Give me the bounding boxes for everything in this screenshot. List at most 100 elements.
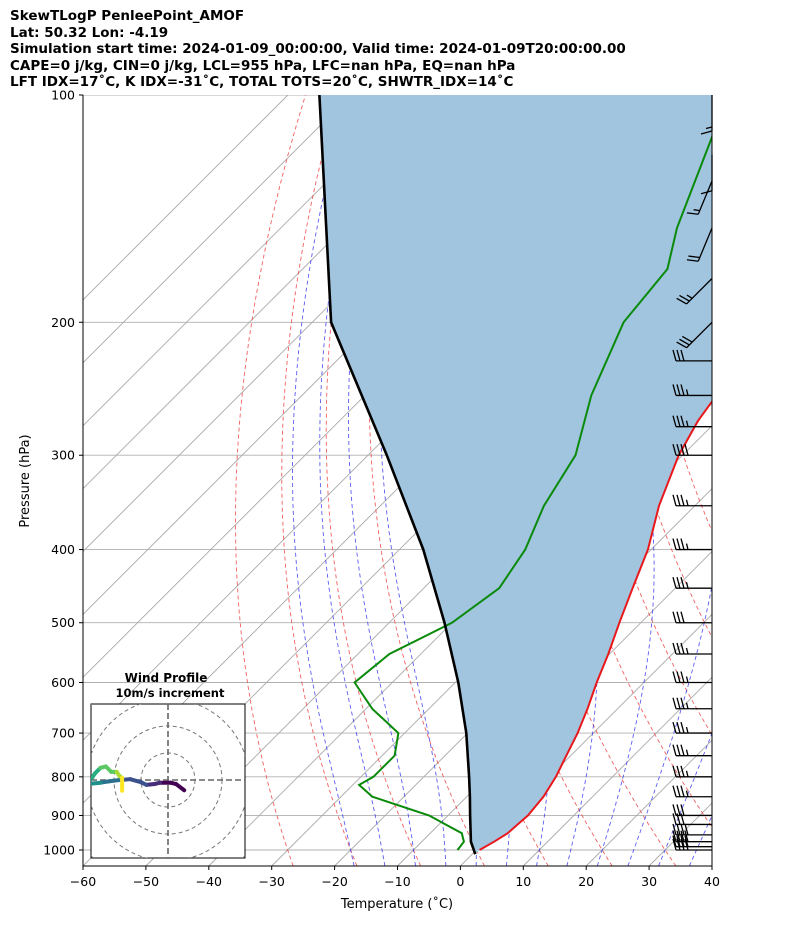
wind-barb: [672, 642, 712, 655]
title-line-indices: LFT IDX=17˚C, K IDX=-31˚C, TOTAL TOTS=20…: [10, 74, 514, 90]
wind-barb-flag: [680, 415, 685, 427]
wind-barb-flag: [672, 721, 677, 734]
wind-barb-flag: [672, 765, 677, 778]
wind-barb-flag: [680, 823, 685, 836]
wind-barb: [672, 415, 712, 428]
wind-barb-flag: [672, 744, 677, 756]
hodograph-subtitle: 10m/s increment: [116, 686, 225, 700]
wind-barb-flag: [672, 830, 677, 842]
moist-adiabat-line: [658, 732, 712, 866]
wind-barb-half-flag: [705, 126, 713, 130]
wind-barb-flag: [676, 538, 681, 550]
title-line-location: Lat: 50.32 Lon: -4.19: [10, 24, 169, 41]
wind-barb-flag: [680, 349, 685, 362]
wind-barb-flag: [679, 338, 690, 346]
wind-barb-flag: [680, 721, 685, 734]
y-tick-label: 600: [51, 675, 75, 690]
wind-barb-flag: [680, 384, 685, 396]
wind-barb-half-flag: [685, 647, 689, 655]
wind-barb-flag: [672, 611, 677, 623]
x-tick-label: 40: [704, 874, 720, 889]
wind-barb: [672, 785, 712, 798]
wind-barb-flag: [672, 538, 677, 550]
wind-barb-flag: [684, 838, 689, 851]
wind-barb: [672, 671, 712, 684]
wind-barb: [672, 697, 712, 710]
title-line-cape: CAPE=0 j/kg, CIN=0 j/kg, LCL=955 hPa, LF…: [10, 57, 516, 74]
wind-barb-flag: [680, 577, 685, 589]
x-tick-label: −30: [259, 874, 285, 889]
wind-barb-flag: [679, 294, 690, 302]
wind-barb-flag: [676, 671, 681, 683]
moist-adiabat-line: [596, 95, 655, 866]
x-tick-label: 0: [456, 874, 464, 889]
wind-barb-flag: [680, 697, 685, 709]
y-tick-label: 1000: [43, 843, 75, 858]
wind-barb-flag: [684, 823, 689, 836]
x-axis-label: Temperature (˚C): [340, 896, 453, 912]
x-tick-label: −60: [70, 874, 96, 889]
wind-barb-flag: [680, 538, 685, 550]
wind-barb-flag: [680, 494, 685, 506]
wind-barb-flag: [672, 838, 677, 851]
wind-barb-flag: [676, 642, 681, 655]
wind-barb: [672, 538, 712, 551]
x-tick-label: −50: [133, 874, 159, 889]
wind-barb: [672, 813, 712, 826]
wind-barb-flag: [676, 444, 681, 456]
wind-barb-flag: [700, 130, 713, 135]
x-tick-label: −40: [196, 874, 222, 889]
wind-barb-flag: [676, 838, 681, 851]
parcel-profile-line: [318, 95, 477, 855]
wind-barb-flag: [672, 494, 677, 506]
y-tick-label: 500: [51, 615, 75, 630]
wind-barb-half-flag: [685, 499, 689, 506]
wind-barb-flag: [676, 341, 687, 349]
wind-barb-half-flag: [685, 389, 689, 396]
wind-barb-flag: [680, 642, 685, 655]
y-axis-ticks: 100 200 300 400 500 600 700 800 900 1000: [43, 88, 83, 858]
wind-barb: [676, 321, 713, 349]
wind-barb-flag: [676, 577, 681, 589]
wind-barb-flag: [680, 785, 685, 797]
wind-barb-half-flag: [685, 702, 689, 709]
y-tick-label: 100: [51, 88, 75, 103]
wind-barb: [672, 611, 712, 624]
dewpoint-line: [353, 134, 712, 851]
wind-barb-half-flag: [693, 209, 700, 212]
wind-barb-half-flag: [685, 770, 689, 777]
isotherm-line: [83, 95, 352, 364]
wind-barb: [672, 721, 712, 734]
moist-adiabat-line: [627, 95, 712, 866]
wind-barb-flag: [700, 190, 713, 195]
moist-adiabat-line: [292, 95, 355, 866]
isotherm-line: [775, 95, 794, 866]
wind-barb: [672, 577, 712, 589]
isotherm-line: [334, 487, 712, 866]
y-tick-label: 700: [51, 726, 75, 741]
wind-barb-flag: [672, 804, 677, 816]
wind-barb-flag: [680, 671, 685, 683]
wind-barb-flag: [672, 349, 677, 362]
dry-adiabat-line: [762, 95, 794, 866]
wind-barb-flag: [676, 697, 681, 709]
y-axis-label: Pressure (hPa): [18, 434, 33, 527]
dry-adiabat-line: [235, 95, 306, 866]
wind-barb-staff: [697, 227, 713, 262]
y-tick-label: 900: [51, 808, 75, 823]
wind-barb-half-flag: [685, 726, 689, 734]
isotherm-line: [711, 865, 712, 866]
wind-barb: [686, 180, 713, 215]
temperature-line: [479, 399, 712, 851]
title-line-station: SkewTLogP PenleePoint_AMOF: [10, 8, 245, 24]
skewt-plot-area: [83, 95, 794, 866]
wind-barb-flag: [684, 444, 689, 456]
wind-barb-flag: [680, 611, 685, 623]
y-tick-label: 400: [51, 542, 75, 557]
hodograph-title: Wind Profile: [125, 671, 208, 685]
wind-barb-flag: [676, 349, 681, 362]
wind-barb-flag: [676, 611, 681, 623]
wind-barb-flag: [676, 765, 681, 778]
wind-barb-half-flag: [686, 294, 693, 299]
wind-barb-half-flag: [685, 749, 689, 756]
